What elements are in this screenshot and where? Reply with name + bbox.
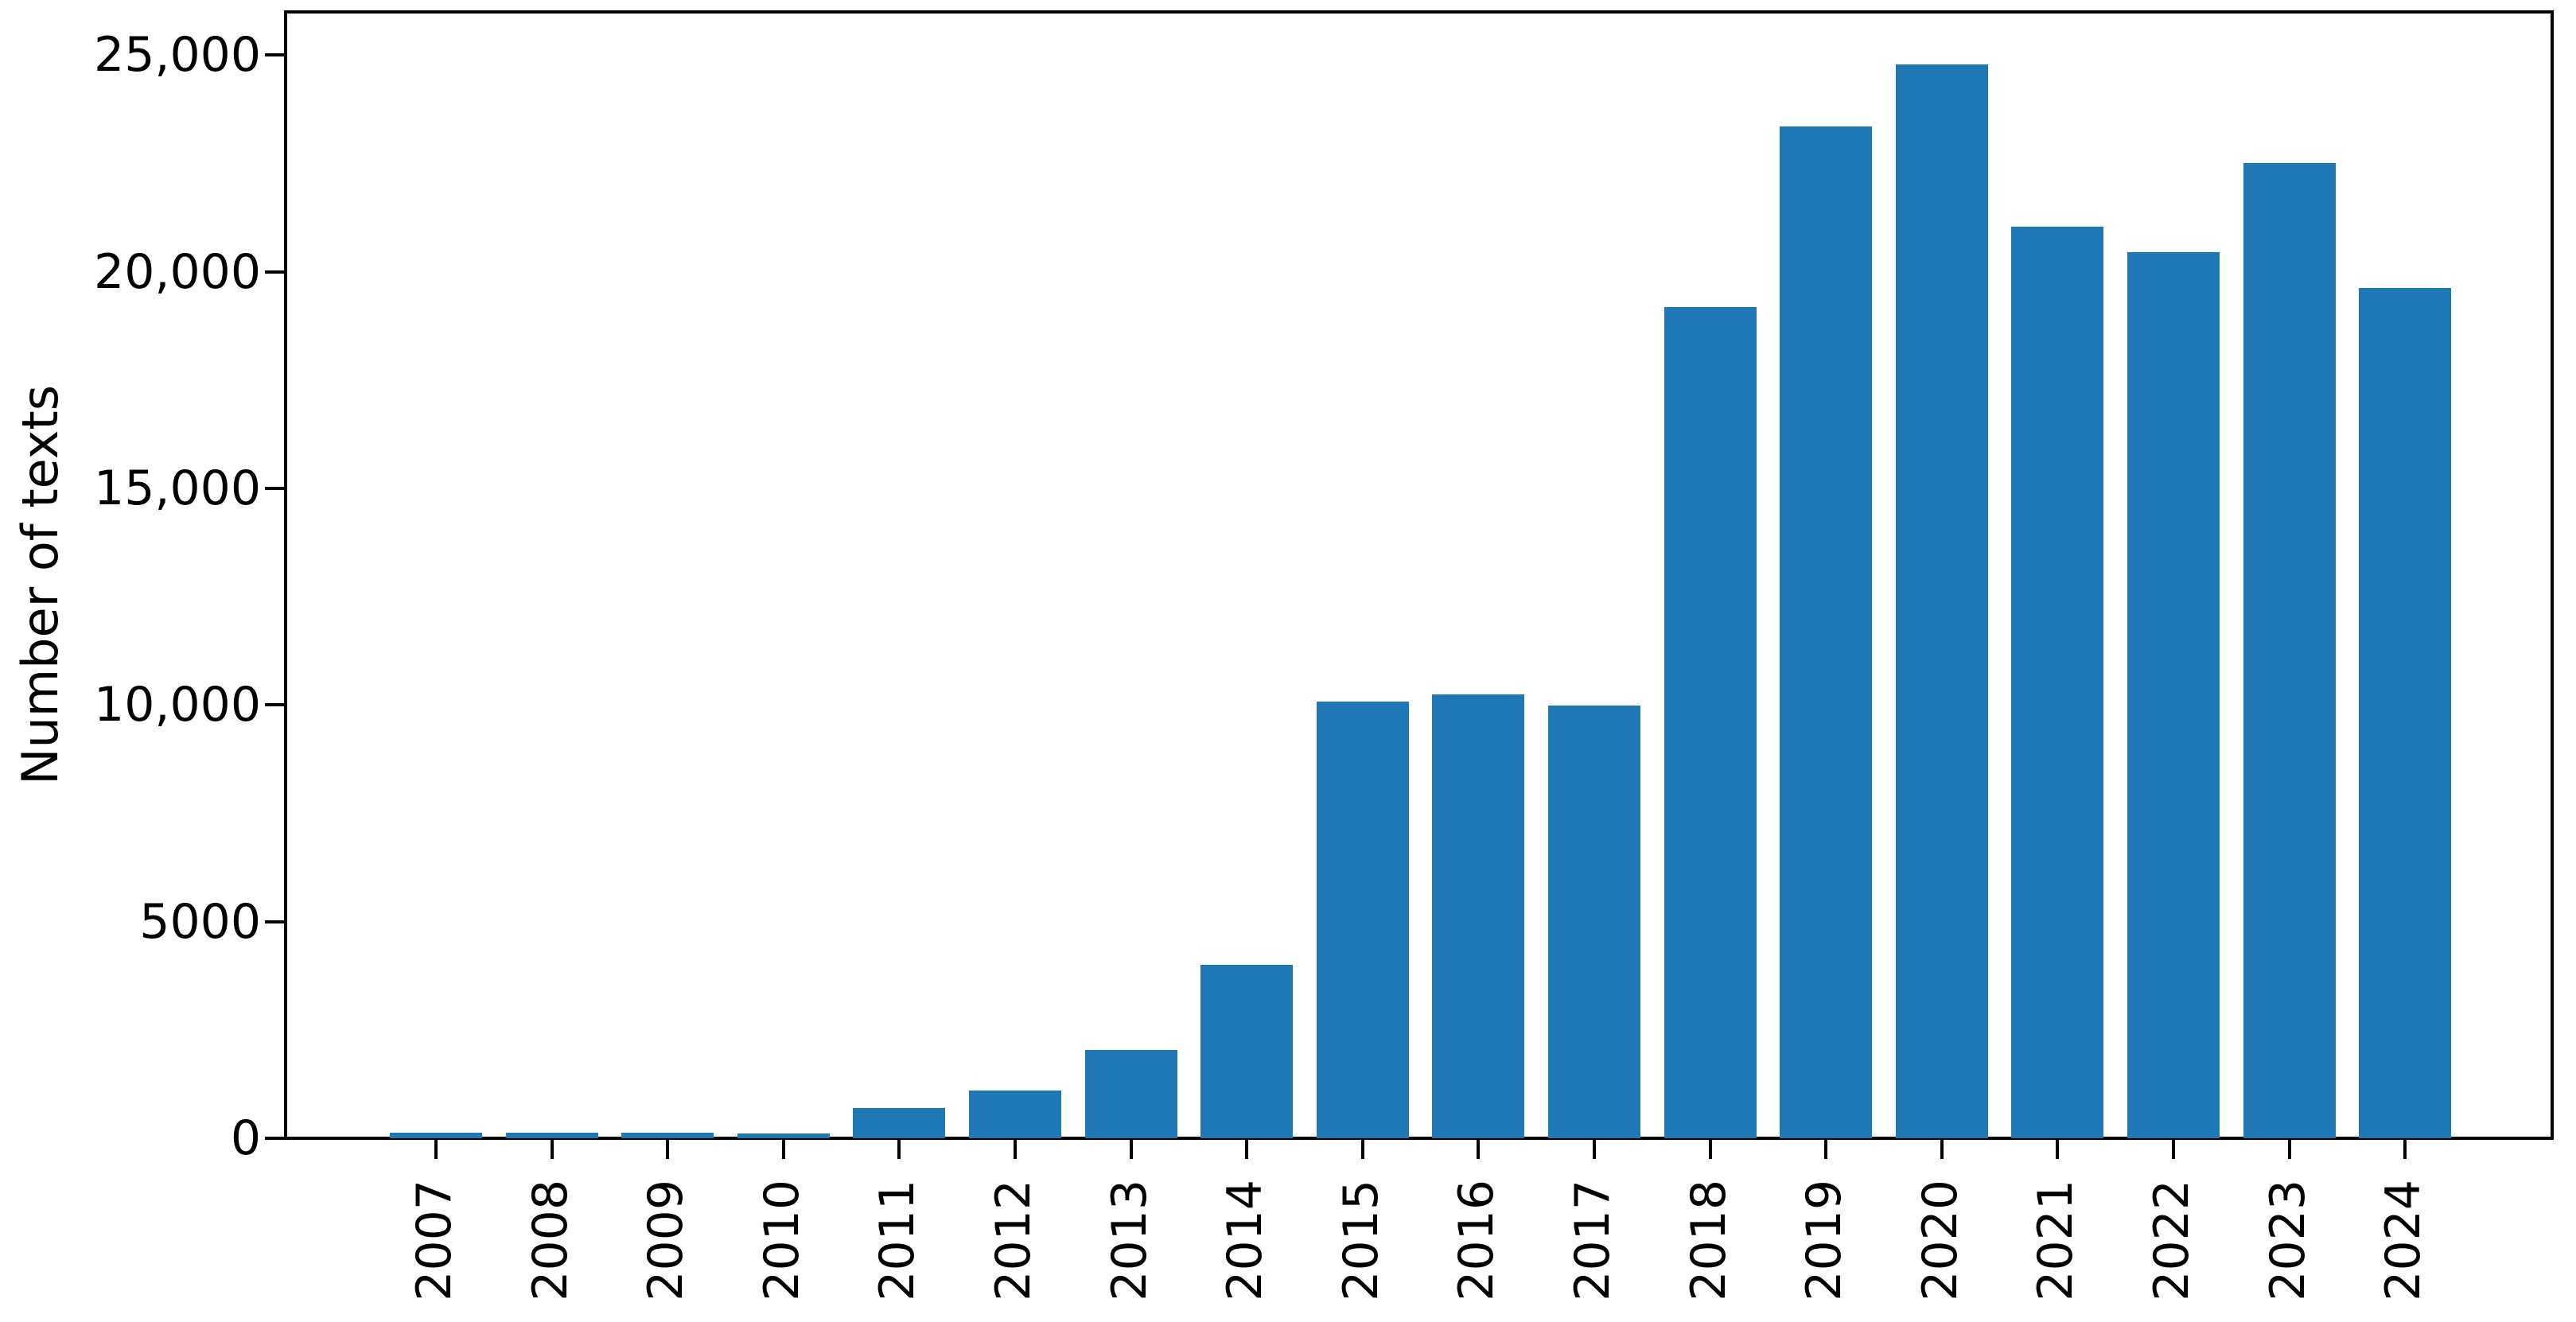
bar-2020: [1895, 64, 1988, 1138]
bar-2012: [969, 1091, 1061, 1138]
bar-2024: [2359, 288, 2452, 1138]
x-tick-mark: [781, 1140, 785, 1159]
bar-2009: [621, 1133, 714, 1138]
x-tick-mark: [550, 1140, 554, 1159]
x-tick-mark: [1245, 1140, 1249, 1159]
y-tick-label: 5000: [139, 893, 261, 950]
x-tick-label-2019: 2019: [1796, 1180, 1853, 1301]
x-tick-label-2013: 2013: [1101, 1180, 1158, 1301]
y-tick-label: 15,000: [94, 461, 261, 517]
x-tick-label-2023: 2023: [2259, 1180, 2316, 1301]
bar-2021: [2011, 227, 2104, 1138]
x-tick-mark: [1360, 1140, 1364, 1159]
x-tick-label-2007: 2007: [407, 1180, 462, 1301]
x-tick-label-2015: 2015: [1333, 1180, 1389, 1301]
x-tick-label-2018: 2018: [1680, 1180, 1737, 1301]
bar-2007: [390, 1133, 482, 1138]
x-tick-label-2021: 2021: [2028, 1180, 2084, 1301]
x-tick-mark: [666, 1140, 670, 1159]
x-tick-mark: [434, 1140, 438, 1159]
bar-2015: [1316, 702, 1409, 1138]
x-tick-mark: [2056, 1140, 2060, 1159]
bar-2011: [853, 1108, 946, 1138]
x-tick-label-2014: 2014: [1217, 1180, 1274, 1301]
x-tick-mark: [1824, 1140, 1828, 1159]
y-tick-mark: [265, 53, 285, 57]
x-tick-label-2024: 2024: [2376, 1180, 2432, 1301]
y-tick-label: 25,000: [94, 27, 261, 84]
y-tick-mark: [265, 270, 285, 274]
plot-area: [287, 12, 2551, 1138]
bar-2019: [1780, 126, 1873, 1138]
x-tick-label-2010: 2010: [753, 1180, 810, 1301]
y-tick-mark: [265, 920, 285, 923]
y-tick-mark: [265, 487, 285, 491]
x-tick-mark: [2287, 1140, 2291, 1159]
x-tick-label-2020: 2020: [1912, 1180, 1968, 1301]
x-tick-mark: [1477, 1140, 1481, 1159]
y-tick-label: 10,000: [94, 677, 261, 733]
x-tick-label-2016: 2016: [1449, 1180, 1505, 1301]
bar-2022: [2127, 252, 2220, 1138]
bar-2008: [505, 1133, 598, 1138]
y-tick-mark: [265, 1137, 285, 1140]
x-tick-label-2022: 2022: [2144, 1180, 2200, 1301]
bar-2017: [1548, 706, 1640, 1138]
bar-2014: [1200, 965, 1294, 1138]
x-tick-mark: [2403, 1140, 2407, 1159]
x-tick-mark: [1014, 1140, 1017, 1159]
x-tick-mark: [1593, 1140, 1596, 1159]
x-tick-mark: [1708, 1140, 1712, 1159]
bar-2013: [1084, 1050, 1177, 1138]
y-tick-mark: [265, 703, 285, 707]
bar-2018: [1664, 307, 1757, 1138]
bar-2023: [2243, 163, 2336, 1138]
x-tick-mark: [897, 1140, 901, 1159]
x-tick-mark: [1940, 1140, 1944, 1159]
bar-2016: [1432, 694, 1525, 1138]
x-tick-mark: [2172, 1140, 2175, 1159]
y-tick-label: 0: [230, 1110, 261, 1166]
x-tick-label-2008: 2008: [522, 1180, 578, 1301]
x-tick-label-2011: 2011: [870, 1180, 926, 1301]
y-tick-label: 20,000: [94, 243, 261, 300]
x-tick-label-2009: 2009: [638, 1180, 695, 1301]
x-tick-mark: [1129, 1140, 1133, 1159]
x-tick-label-2012: 2012: [986, 1180, 1041, 1301]
bar-2010: [737, 1133, 830, 1138]
x-tick-label-2017: 2017: [1565, 1180, 1621, 1301]
